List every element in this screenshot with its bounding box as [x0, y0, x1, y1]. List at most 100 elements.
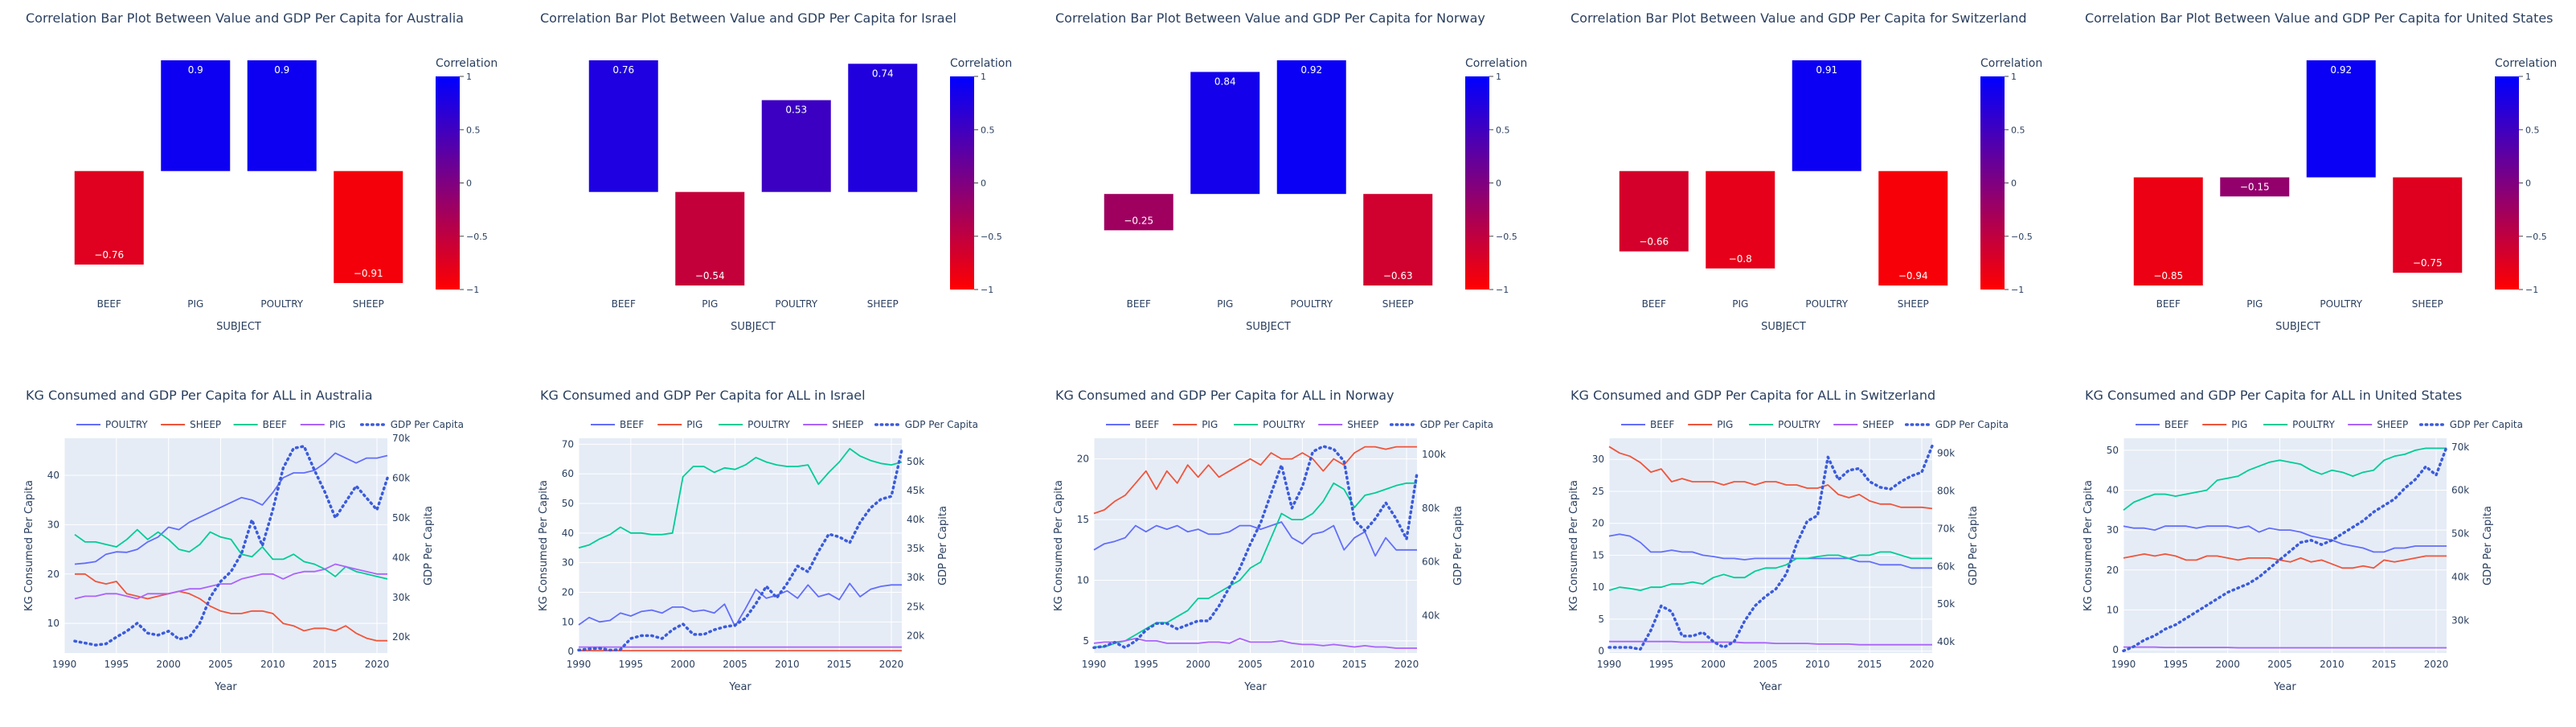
legend-label: POULTRY [747, 419, 790, 430]
line-chart-israel: KG Consumed and GDP Per Capita for ALL i… [538, 388, 978, 693]
y2-tick-label: 60k [392, 472, 410, 483]
x-tick-label: 2010 [1805, 659, 1830, 670]
y-tick-label: 30 [562, 557, 574, 569]
colorbar-title: Correlation [950, 57, 1012, 70]
y-tick-label: 10 [1592, 581, 1604, 593]
colorbar-tick-label: −0.5 [2011, 232, 2033, 242]
x-tick-label: POULTRY [260, 298, 303, 310]
x-tick-label: 1990 [2111, 659, 2136, 670]
legend-label: BEEF [2164, 419, 2189, 430]
colorbar-title: Correlation [436, 57, 498, 70]
x-axis-title: SUBJECT [216, 321, 261, 333]
x-tick-label: SHEEP [1382, 298, 1414, 310]
y-tick-label: 20 [1077, 454, 1089, 465]
y-axis-title: KG Consumed Per Capita [1053, 480, 1065, 611]
y2-axis-title: GDP Per Capita [1968, 506, 1980, 585]
legend-label: GDP Per Capita [905, 419, 978, 430]
corr-chart-norway: Correlation Bar Plot Between Value and G… [1055, 10, 1527, 333]
colorbar-tick-label: −1 [2525, 285, 2538, 295]
bar-value-label: −0.54 [695, 270, 725, 281]
y2-tick-label: 50k [1937, 598, 1955, 610]
y-tick-label: 40 [2107, 485, 2119, 496]
x-tick-label: 1995 [104, 659, 129, 670]
y2-tick-label: 50k [392, 512, 410, 524]
legend-label: POULTRY [2292, 419, 2335, 430]
bar-poultry [2306, 60, 2376, 178]
y-tick-label: 5 [1083, 635, 1089, 647]
colorbar-tick-label: −0.5 [981, 232, 1002, 242]
y-tick-label: 25 [1592, 486, 1604, 497]
y2-tick-label: 40k [1422, 610, 1440, 621]
x-tick-label: 2000 [156, 659, 181, 670]
y2-tick-label: 45k [907, 485, 924, 496]
y2-tick-label: 60k [2451, 485, 2469, 496]
bar-poultry [1276, 60, 1346, 195]
colorbar-title: Correlation [1980, 57, 2042, 70]
colorbar-title: Correlation [1465, 57, 1527, 70]
y2-tick-label: 30k [907, 572, 924, 583]
y2-tick-label: 90k [1937, 448, 1955, 459]
bar-value-label: −0.91 [354, 268, 383, 279]
bar-sheep [1878, 170, 1948, 285]
y-tick-label: 5 [1598, 614, 1604, 625]
series-line-beef [1608, 533, 1932, 569]
y-tick-label: 30 [1592, 454, 1604, 465]
series-line-poultry [74, 452, 388, 565]
x-tick-label: 1995 [619, 659, 644, 670]
y2-tick-label: 60k [1422, 557, 1440, 568]
colorbar-tick-label: 0 [2011, 179, 2017, 189]
y-tick-label: 10 [47, 618, 59, 629]
x-tick-label: BEEF [1127, 298, 1151, 310]
series-line-sheep [75, 573, 387, 642]
colorbar-tick-label: −0.5 [2525, 232, 2547, 242]
x-tick-label: 2020 [365, 659, 390, 670]
series-line-beef [74, 528, 388, 580]
x-tick-label: 2005 [2267, 659, 2292, 670]
y-axis-title: KG Consumed Per Capita [2083, 480, 2095, 611]
y2-axis-title: GDP Per Capita [937, 506, 949, 585]
legend-label: BEEF [620, 419, 644, 430]
bar-poultry [761, 100, 831, 192]
y2-tick-label: 40k [2451, 572, 2469, 583]
y-tick-label: 40 [47, 470, 59, 481]
y-tick-label: 20 [562, 587, 574, 598]
bar-value-label: 0.91 [1816, 64, 1837, 76]
x-tick-label: PIG [1217, 298, 1233, 310]
series-line-sheep [2123, 646, 2447, 649]
x-tick-label: 2005 [723, 659, 747, 670]
y2-tick-label: 30k [2451, 615, 2469, 626]
series-line-gdp-per-capita [1607, 444, 1934, 651]
colorbar-tick-label: 0.5 [2525, 125, 2540, 135]
bar-value-label: 0.53 [785, 105, 807, 116]
x-tick-label: BEEF [1642, 298, 1666, 310]
x-tick-label: 2005 [1753, 659, 1778, 670]
x-tick-label: 2010 [775, 659, 800, 670]
x-tick-label: 2015 [1342, 659, 1367, 670]
legend-label: BEEF [263, 419, 287, 430]
x-tick-label: 1990 [1597, 659, 1622, 670]
legend-label: GDP Per Capita [2450, 419, 2523, 430]
y2-tick-label: 35k [907, 543, 924, 554]
legend-label: GDP Per Capita [1420, 419, 1493, 430]
x-tick-label: 2020 [1394, 659, 1419, 670]
colorbar-tick-label: 0.5 [2011, 125, 2025, 135]
bar-sheep [2393, 177, 2463, 273]
series-line-beef [1093, 521, 1417, 557]
bar-value-label: 0.92 [1300, 64, 1322, 76]
x-tick-label: 2000 [670, 659, 695, 670]
x-axis-title: Year [728, 681, 752, 693]
colorbar-tick-label: −1 [981, 285, 993, 295]
bar-value-label: −0.25 [1124, 215, 1153, 226]
y-tick-label: 10 [562, 616, 574, 627]
colorbar [950, 76, 974, 290]
corr-chart-united-states: Correlation Bar Plot Between Value and G… [2085, 10, 2557, 333]
colorbar-tick-label: 1 [466, 72, 472, 82]
colorbar-tick-label: −0.5 [1496, 232, 1517, 242]
x-tick-label: PIG [1732, 298, 1748, 310]
x-tick-label: 2015 [827, 659, 852, 670]
bar-beef [2133, 177, 2203, 285]
colorbar-tick-label: 0 [1496, 179, 1501, 189]
x-tick-label: SHEEP [353, 298, 384, 310]
plot-area [1609, 438, 1932, 653]
bar-value-label: −0.75 [2413, 257, 2443, 269]
